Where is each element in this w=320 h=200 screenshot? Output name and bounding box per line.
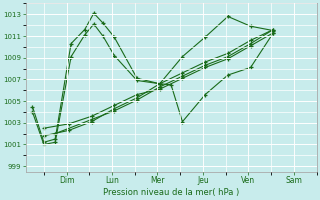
X-axis label: Pression niveau de la mer( hPa ): Pression niveau de la mer( hPa ) [103,188,239,197]
